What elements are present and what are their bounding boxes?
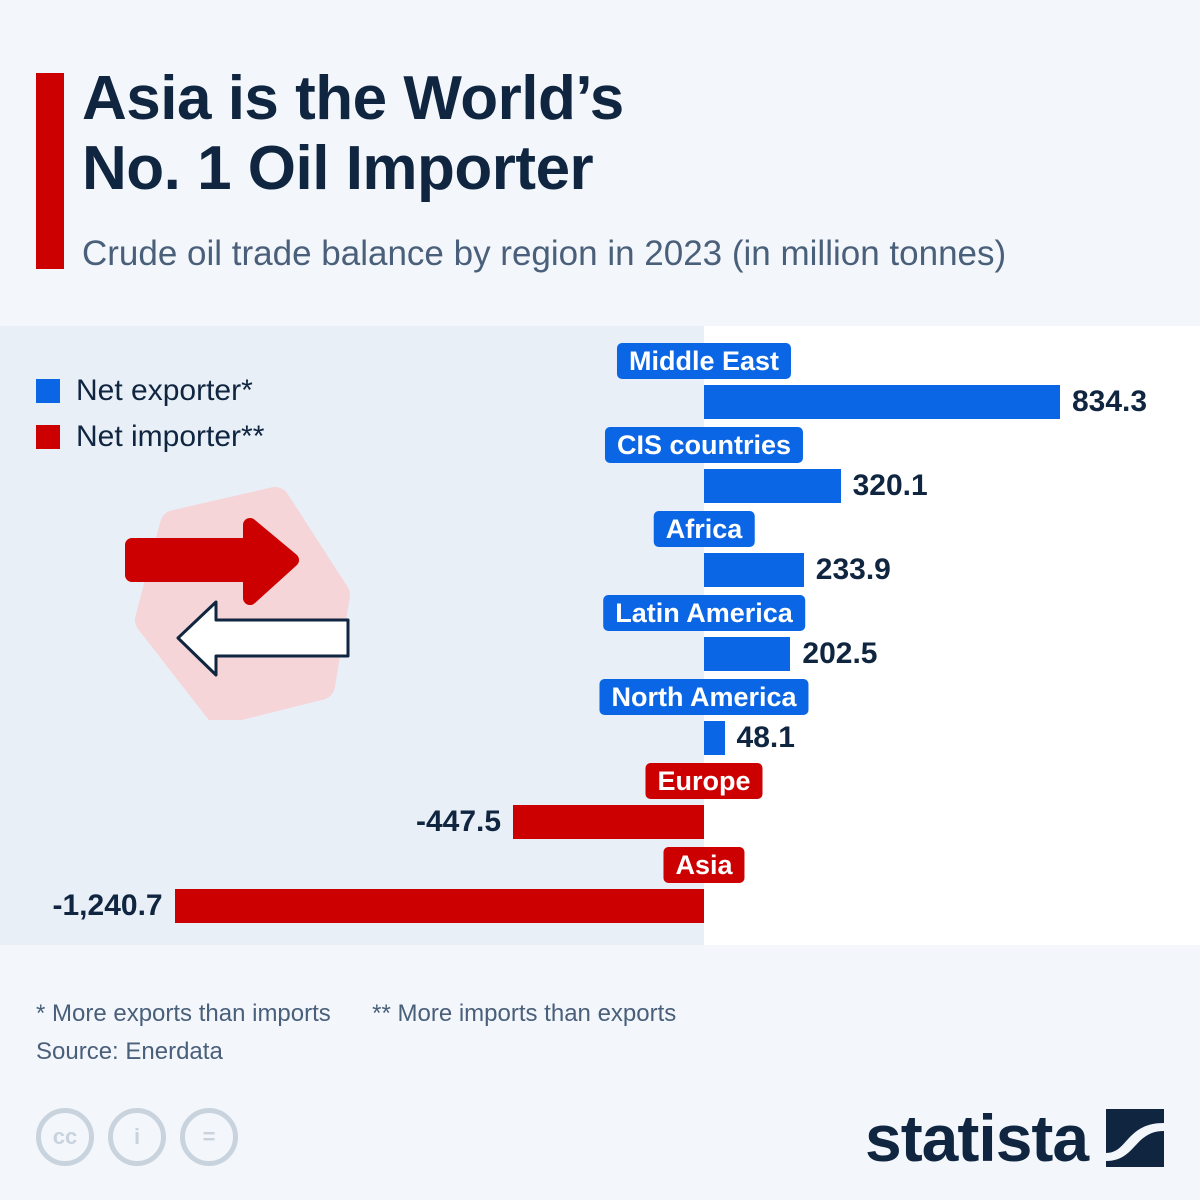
- footnote-importer: ** More imports than exports: [372, 1000, 677, 1027]
- footnote-exporter: * More exports than imports: [36, 1000, 331, 1027]
- value-label: -447.5: [415, 805, 502, 838]
- legend-item-importer: Net importer**: [36, 414, 264, 460]
- region-label: Latin America: [603, 595, 805, 631]
- left-arrow-icon: [176, 600, 350, 677]
- value-label: 233.9: [815, 553, 891, 586]
- attribution-icon[interactable]: i: [108, 1108, 166, 1166]
- bar-cis-countries: [704, 469, 841, 503]
- title-line-2: No. 1 Oil Importer: [82, 134, 594, 203]
- legend-item-exporter: Net exporter*: [36, 368, 264, 414]
- region-label: Europe: [645, 763, 763, 799]
- legend-label: Net importer**: [76, 420, 265, 453]
- legend-label: Net exporter*: [76, 374, 253, 407]
- region-label: Africa: [653, 511, 755, 547]
- bar-asia: [174, 889, 704, 923]
- no-derivatives-icon[interactable]: =: [180, 1108, 238, 1166]
- value-label: -1,240.7: [52, 889, 163, 922]
- bar-north-america: [704, 721, 725, 755]
- value-label: 834.3: [1072, 385, 1148, 418]
- footnotes: * More exports than imports ** More impo…: [36, 1000, 676, 1028]
- logo-text: statista: [865, 1101, 1089, 1175]
- hexagon-background-icon: [135, 487, 350, 720]
- value-label: 202.5: [802, 637, 878, 670]
- legend-swatch-red: [36, 425, 60, 449]
- bar-middle-east: [704, 385, 1060, 419]
- bar-europe: [513, 805, 704, 839]
- title-line-1: Asia is the World’s: [82, 64, 624, 133]
- value-label: 48.1: [736, 721, 795, 754]
- source-text: Source: Enerdata: [36, 1038, 223, 1065]
- chart-panel-negative: [0, 326, 704, 945]
- page-title: Asia is the World’s No. 1 Oil Importer: [82, 64, 624, 204]
- legend-swatch-blue: [36, 379, 60, 403]
- region-label: North America: [599, 679, 809, 715]
- region-label: Middle East: [616, 343, 792, 379]
- statista-logo[interactable]: statista: [865, 1100, 1165, 1176]
- right-arrow-icon: [125, 518, 299, 605]
- statista-mark-icon: [1106, 1109, 1165, 1167]
- region-label: CIS countries: [604, 427, 804, 463]
- bar-africa: [704, 553, 804, 587]
- cc-icon[interactable]: cc: [36, 1108, 94, 1166]
- trade-arrows-icon: [125, 487, 350, 720]
- license-icons: cc i =: [36, 1108, 238, 1166]
- region-label: Asia: [663, 847, 745, 883]
- legend: Net exporter* Net importer**: [36, 368, 264, 460]
- chart-subtitle: Crude oil trade balance by region in 202…: [82, 234, 1007, 273]
- value-label: 320.1: [852, 469, 928, 502]
- title-accent-bar: [36, 73, 64, 269]
- bar-latin-america: [704, 637, 791, 671]
